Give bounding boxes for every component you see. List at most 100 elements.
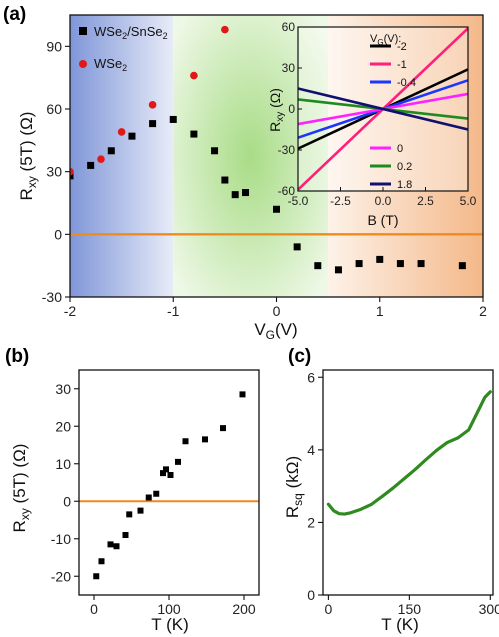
legend-marker-heterostructure	[79, 27, 87, 35]
data-point-temperature	[113, 543, 120, 550]
data-point-temperature	[137, 507, 144, 514]
plot-frame-b	[78, 369, 260, 596]
plot-frame-c	[322, 369, 494, 596]
panel-a-x-tick-label: 0	[273, 303, 281, 319]
panel-a-x-tick-label: 1	[376, 303, 384, 319]
inset-x-tick-label: 5.0	[460, 194, 477, 208]
panel-b-y-tick-label: -20	[51, 568, 71, 584]
data-point-temperature	[175, 458, 181, 465]
data-point-temperature	[126, 511, 133, 518]
data-point-heterostructure	[149, 120, 157, 128]
panel-c-x-tick-label: 0	[324, 601, 332, 617]
inset-y-tick-label: 30	[282, 61, 296, 75]
data-point-temperature	[145, 494, 152, 501]
data-point-heterostructure	[169, 115, 177, 123]
inset-y-tick-label: 60	[282, 20, 296, 34]
inset-legend-label: 1.8	[397, 179, 412, 191]
inset-x-tick-label: 0.0	[375, 194, 392, 208]
inset-x-tick-label: -2.5	[330, 194, 351, 208]
data-point-temperature	[163, 466, 169, 473]
panel-letter-c: (c)	[288, 346, 311, 367]
inset-legend-label: -2	[397, 41, 407, 53]
panel-c-x-tick-label: 300	[479, 601, 499, 617]
data-point-heterostructure	[221, 176, 229, 184]
data-point-heterostructure	[190, 130, 198, 138]
data-point-monolayer	[97, 155, 105, 163]
data-point-temperature	[182, 438, 189, 445]
data-point-heterostructure	[87, 161, 95, 169]
x-axis-title-b: T (K)	[151, 615, 188, 634]
inset-legend-label: -1	[397, 59, 407, 71]
panel-a-x-tick-label: -2	[64, 303, 77, 319]
data-point-monolayer	[221, 25, 229, 34]
panel-b-y-tick-label: 20	[55, 418, 71, 434]
data-point-heterostructure	[396, 260, 404, 268]
panel-letter-b: (b)	[5, 346, 29, 367]
panel-a-x-tick-label: -1	[167, 303, 180, 319]
inset-x-tick-label: 2.5	[417, 194, 434, 208]
panel-b-y-tick-label: 30	[55, 381, 71, 397]
panel-b-y-tick-label: 0	[63, 493, 71, 509]
panel-a-y-tick-label: 0	[54, 226, 62, 242]
panel-b: 0 100 200 -20 -10 0 10 20 30 (b) Rxy (5T) (Ω) T …	[5, 346, 260, 634]
inset-legend-label: 0.2	[397, 161, 412, 173]
band-negative-gate	[70, 15, 174, 297]
panel-c-y-tick-label: 6	[307, 369, 315, 385]
panel-c-y-tick-label: 2	[307, 514, 315, 530]
panel-c: 0 150 300 0 2 4 6 (c) Rsq (kΩ) T (K)	[283, 346, 499, 634]
data-point-temperature	[220, 425, 226, 432]
data-point-temperature	[93, 573, 100, 580]
panel-a-y-tick-label: 60	[46, 101, 62, 117]
panel-c-y-tick-label: 0	[307, 587, 315, 603]
inset-y-tick-label: -30	[278, 143, 296, 157]
sheet-resistance-curve	[326, 390, 492, 516]
legend-a: WSe2/SnSe2 WSe2	[79, 24, 168, 73]
data-point-heterostructure	[128, 132, 136, 140]
data-point-heterostructure	[376, 255, 384, 263]
data-point-temperature	[167, 472, 174, 478]
x-axis-title-c: T (K)	[381, 615, 418, 634]
data-point-temperature	[98, 558, 105, 565]
legend-marker-monolayer	[79, 60, 87, 68]
panel-a-y-tick-label: 90	[46, 38, 62, 54]
panel-a-y-tick-label: 30	[46, 164, 62, 180]
y-axis-title-a: Rxy (5T) (Ω)	[17, 112, 39, 201]
inset-legend-label: 0	[397, 143, 403, 155]
y-axis-title-b: Rxy (5T) (Ω)	[10, 444, 32, 533]
data-point-heterostructure	[107, 147, 115, 155]
data-point-temperature	[202, 436, 208, 443]
legend-label-heterostructure: WSe2/SnSe2	[94, 24, 168, 41]
data-point-heterostructure	[242, 189, 250, 197]
data-point-monolayer	[117, 128, 126, 136]
data-point-heterostructure	[70, 172, 74, 180]
data-point-heterostructure	[334, 266, 342, 274]
panel-letter-a: (a)	[3, 4, 26, 25]
panel-a-x-tick-label: 2	[479, 303, 487, 319]
panel-a-y-tick-label: -30	[42, 289, 62, 305]
inset-x-tick-label: -5.0	[288, 194, 309, 208]
data-point-heterostructure	[314, 262, 322, 270]
panel-b-x-tick-label: 0	[90, 601, 98, 617]
inset-y-tick-label: -60	[278, 184, 296, 198]
data-point-heterostructure	[293, 243, 301, 251]
panel-c-x-tick-label: 150	[398, 601, 422, 617]
inset-series-line	[297, 87, 469, 131]
y-axis-title-c: Rsq (kΩ)	[283, 456, 305, 518]
legend-label-monolayer: WSe2	[94, 56, 127, 73]
data-point-temperature	[239, 391, 246, 398]
data-point-heterostructure	[273, 205, 280, 213]
inset-y-tick-label: 0	[288, 102, 295, 116]
data-point-temperature	[153, 490, 160, 497]
panel-b-y-tick-label: -10	[51, 531, 71, 547]
data-point-monolayer	[190, 71, 198, 80]
data-point-temperature	[160, 470, 166, 477]
data-point-monolayer	[148, 101, 157, 109]
data-point-heterostructure	[458, 262, 466, 270]
data-point-heterostructure	[211, 147, 219, 155]
data-point-heterostructure	[231, 191, 239, 199]
panel-c-y-tick-label: 4	[307, 442, 315, 458]
inset-x-axis-title: B (T)	[367, 212, 398, 228]
band-positive-gate	[328, 15, 483, 297]
band-mid-gate	[173, 15, 329, 297]
